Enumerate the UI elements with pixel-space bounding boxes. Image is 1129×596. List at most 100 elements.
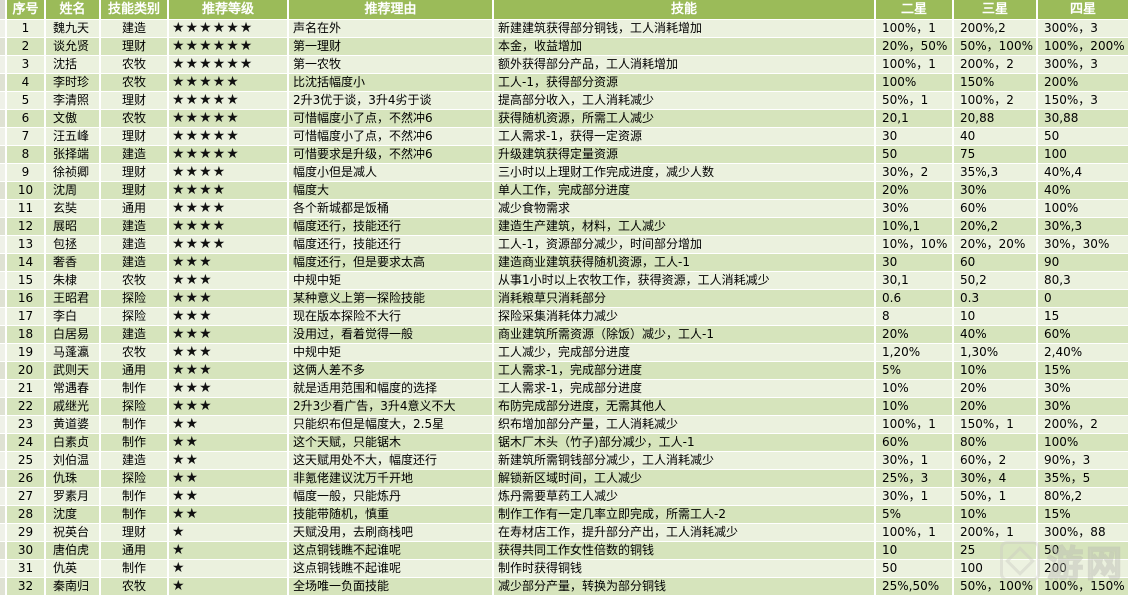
cell-2star-value: 50 (875, 559, 954, 578)
cell-2star-value: 10% (875, 379, 954, 398)
cell-star-rating: ★★★★★ (168, 109, 289, 128)
table-row: 27 罗素月 制作 ★★ 幅度一般，只能炼丹 炼丹需要草药工人减少 30%，1 … (0, 487, 1129, 506)
cell-reason: 幅度还行，但是要求太高 (288, 253, 494, 272)
cell-name: 武则天 (45, 361, 101, 380)
cell-3star-value: 0.3 (953, 289, 1038, 308)
cell-name: 刘伯温 (45, 451, 101, 470)
cell-edge (0, 307, 7, 326)
cell-edge (0, 199, 7, 218)
cell-star-rating: ★★★★★★ (168, 19, 289, 38)
table-header: 序号 姓名 技能类别 推荐等级 推荐理由 技能 二星 三星 四星 (0, 0, 1129, 20)
cell-star-rating: ★★★★★ (168, 73, 289, 92)
cell-2star-value: 100%，1 (875, 415, 954, 434)
table-row: 14 奢香 建造 ★★★ 幅度还行，但是要求太高 建造商业建筑获得随机资源，工人… (0, 253, 1129, 272)
cell-name: 李白 (45, 307, 101, 326)
cell-reason: 现在版本探险不大行 (288, 307, 494, 326)
cell-4star-value: 100 (1037, 145, 1129, 164)
cell-name: 朱棣 (45, 271, 101, 290)
cell-reason: 声名在外 (288, 19, 494, 38)
cell-reason: 某种意义上第一探险技能 (288, 289, 494, 308)
cell-number: 6 (6, 109, 46, 128)
cell-2star-value: 20% (875, 325, 954, 344)
cell-number: 15 (6, 271, 46, 290)
table-row: 8 张择端 建造 ★★★★★ 可惜要求是升级，不然冲6 升级建筑获得定量资源 5… (0, 145, 1129, 164)
cell-3star-value: 50%，100% (953, 577, 1038, 596)
cell-skill: 工人-1，获得部分资源 (493, 73, 876, 92)
cell-3star-value: 200%,2 (953, 19, 1038, 38)
cell-reason: 这点铜钱瞧不起谁呢 (288, 541, 494, 560)
cell-skill: 工人-1，资源部分减少，时间部分增加 (493, 235, 876, 254)
cell-star-rating: ★★★★★ (168, 145, 289, 164)
cell-4star-value: 15% (1037, 505, 1129, 524)
cell-name: 奢香 (45, 253, 101, 272)
cell-3star-value: 50%，1 (953, 487, 1038, 506)
table-row: 30 唐伯虎 通用 ★ 这点铜钱瞧不起谁呢 获得共同工作女性倍数的铜钱 10 2… (0, 541, 1129, 560)
table-row: 10 沈周 理财 ★★★★ 幅度大 单人工作，完成部分进度 20% 30% 40… (0, 181, 1129, 200)
cell-edge (0, 37, 7, 56)
cell-3star-value: 40 (953, 127, 1038, 146)
cell-3star-value: 150%，1 (953, 415, 1038, 434)
cell-3star-value: 10% (953, 361, 1038, 380)
cell-number: 13 (6, 235, 46, 254)
cell-reason: 可惜要求是升级，不然冲6 (288, 145, 494, 164)
cell-3star-value: 20%，20% (953, 235, 1038, 254)
table-row: 5 李清照 理财 ★★★★★ 2升3优于谈，3升4劣于谈 提高部分收入，工人消耗… (0, 91, 1129, 110)
cell-name: 仇珠 (45, 469, 101, 488)
cell-edge (0, 217, 7, 236)
cell-category: 理财 (100, 37, 169, 56)
table-row: 9 徐祯卿 理财 ★★★★ 幅度小但是减人 三小时以上理财工作完成进度，减少人数… (0, 163, 1129, 182)
cell-4star-value: 90 (1037, 253, 1129, 272)
cell-category: 探险 (100, 397, 169, 416)
cell-category: 建造 (100, 451, 169, 470)
cell-edge (0, 415, 7, 434)
cell-category: 制作 (100, 487, 169, 506)
cell-name: 马蓬瀛 (45, 343, 101, 362)
cell-name: 戚继光 (45, 397, 101, 416)
cell-2star-value: 5% (875, 505, 954, 524)
cell-2star-value: 8 (875, 307, 954, 326)
col-header-category: 技能类别 (100, 0, 169, 20)
cell-2star-value: 30%，1 (875, 487, 954, 506)
cell-edge (0, 397, 7, 416)
col-header-3star: 三星 (953, 0, 1038, 20)
cell-2star-value: 100%，1 (875, 19, 954, 38)
cell-4star-value: 30%,3 (1037, 217, 1129, 236)
table-row: 26 仇珠 探险 ★★ 非氪佬建议沈万千开地 解锁新区域时间，工人减少 25%，… (0, 469, 1129, 488)
cell-2star-value: 50 (875, 145, 954, 164)
cell-number: 3 (6, 55, 46, 74)
cell-star-rating: ★ (168, 559, 289, 578)
cell-category: 制作 (100, 379, 169, 398)
cell-edge (0, 91, 7, 110)
cell-number: 29 (6, 523, 46, 542)
cell-2star-value: 25%,50% (875, 577, 954, 596)
table-row: 15 朱棣 农牧 ★★★ 中规中矩 从事1小时以上农牧工作，获得资源，工人消耗减… (0, 271, 1129, 290)
cell-4star-value: 150%，3 (1037, 91, 1129, 110)
cell-skill: 布防完成部分进度，无需其他人 (493, 397, 876, 416)
cell-4star-value: 50 (1037, 541, 1129, 560)
cell-skill: 工人需求-1，获得一定资源 (493, 127, 876, 146)
cell-reason: 第一理财 (288, 37, 494, 56)
cell-3star-value: 40% (953, 325, 1038, 344)
cell-2star-value: 20%，50% (875, 37, 954, 56)
col-header-rating: 推荐等级 (168, 0, 289, 20)
cell-name: 秦南归 (45, 577, 101, 596)
table-row: 17 李白 探险 ★★★ 现在版本探险不大行 探险采集消耗体力减少 8 10 1… (0, 307, 1129, 326)
cell-skill: 获得共同工作女性倍数的铜钱 (493, 541, 876, 560)
cell-edge (0, 325, 7, 344)
cell-skill: 建造生产建筑，材料，工人减少 (493, 217, 876, 236)
cell-number: 21 (6, 379, 46, 398)
cell-star-rating: ★★ (168, 505, 289, 524)
cell-edge (0, 487, 7, 506)
cell-reason: 2升3少看广告，3升4意义不大 (288, 397, 494, 416)
cell-2star-value: 60% (875, 433, 954, 452)
cell-name: 白居易 (45, 325, 101, 344)
cell-skill: 工人减少，完成部分进度 (493, 343, 876, 362)
cell-3star-value: 100%，2 (953, 91, 1038, 110)
cell-star-rating: ★★★ (168, 325, 289, 344)
table-row: 7 汪五峰 理财 ★★★★★ 可惜幅度小了点，不然冲6 工人需求-1，获得一定资… (0, 127, 1129, 146)
cell-edge (0, 451, 7, 470)
cell-2star-value: 30%，2 (875, 163, 954, 182)
cell-skill: 解锁新区域时间，工人减少 (493, 469, 876, 488)
cell-star-rating: ★★★ (168, 271, 289, 290)
